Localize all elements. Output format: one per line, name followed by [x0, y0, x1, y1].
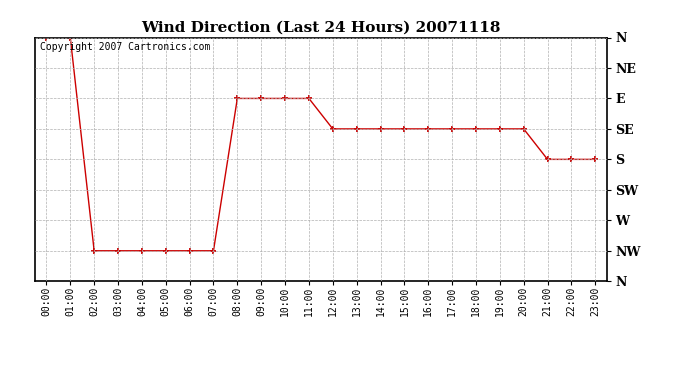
Text: Copyright 2007 Cartronics.com: Copyright 2007 Cartronics.com	[40, 42, 210, 52]
Title: Wind Direction (Last 24 Hours) 20071118: Wind Direction (Last 24 Hours) 20071118	[141, 21, 501, 35]
